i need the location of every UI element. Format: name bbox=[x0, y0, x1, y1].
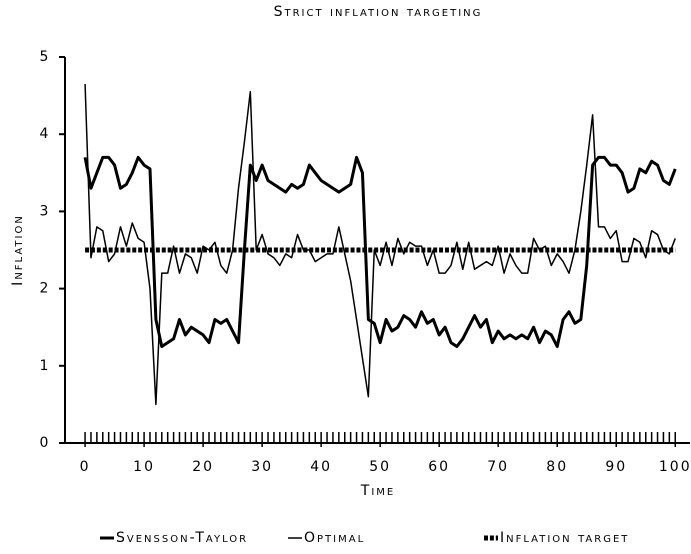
series-line bbox=[83, 155, 677, 348]
x-tick-label: 40 bbox=[310, 459, 332, 475]
legend-label: Svensson-Taylor bbox=[116, 530, 248, 546]
chart-title: Strict inflation targeting bbox=[274, 4, 483, 20]
y-axis-label: Inflation bbox=[10, 214, 26, 286]
series-line bbox=[84, 83, 676, 406]
y-tick-label: 3 bbox=[40, 203, 51, 219]
x-tick-label: 90 bbox=[605, 459, 627, 475]
x-tick-label: 0 bbox=[80, 459, 91, 475]
x-tick-label: 100 bbox=[659, 459, 691, 475]
x-tick-label: 50 bbox=[369, 459, 391, 475]
legend-label: Inflation target bbox=[500, 530, 629, 546]
y-tick-label: 5 bbox=[40, 49, 51, 65]
x-tick-label: 80 bbox=[546, 459, 568, 475]
x-axis-label: Time bbox=[360, 483, 395, 499]
x-tick-label: 70 bbox=[487, 459, 509, 475]
y-tick-label: 2 bbox=[40, 281, 51, 297]
legend-label: Optimal bbox=[304, 530, 365, 546]
y-tick-label: 0 bbox=[40, 435, 51, 451]
x-tick-label: 10 bbox=[133, 459, 155, 475]
y-tick-label: 1 bbox=[40, 358, 51, 374]
x-tick-label: 60 bbox=[428, 459, 450, 475]
y-tick-label: 4 bbox=[40, 126, 51, 142]
x-tick-label: 30 bbox=[251, 459, 273, 475]
x-tick-label: 20 bbox=[192, 459, 214, 475]
